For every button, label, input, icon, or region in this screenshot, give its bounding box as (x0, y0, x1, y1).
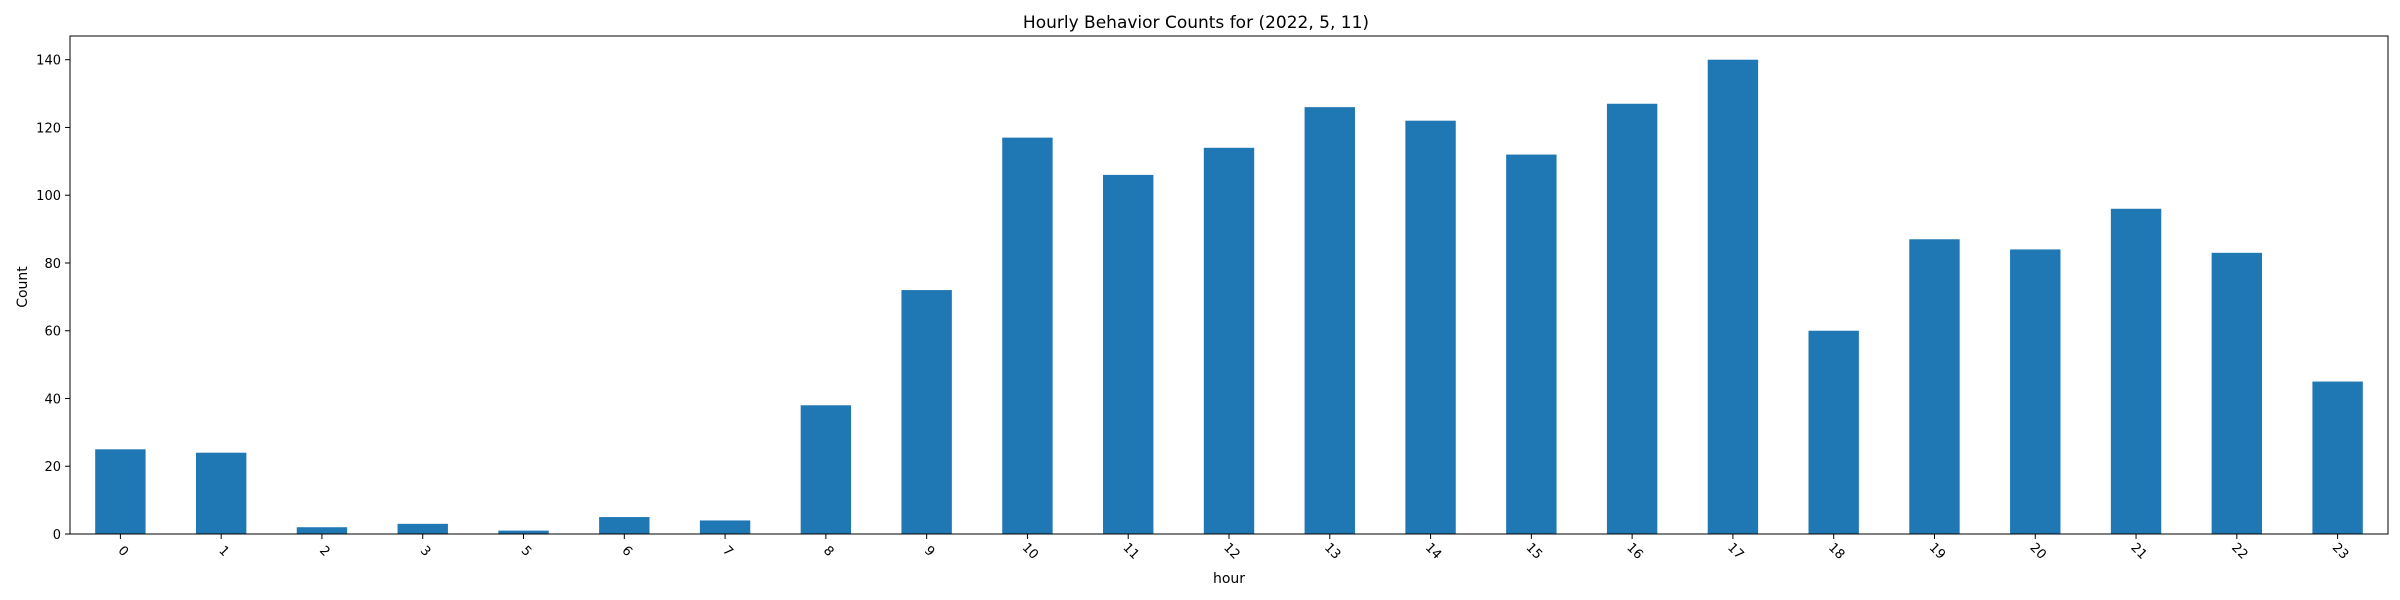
x-tick-label: 19 (1926, 540, 1948, 562)
x-tick-label: 6 (619, 543, 635, 559)
bar-hour-1 (195, 452, 247, 534)
x-tick-label: 0 (115, 543, 131, 559)
bars (95, 59, 2363, 535)
y-axis-label: Count (15, 266, 31, 308)
x-tick-label: 12 (1220, 540, 1242, 562)
bar-hour-13 (1304, 107, 1355, 535)
x-tick-label: 15 (1523, 540, 1545, 562)
bar-hour-11 (1103, 174, 1154, 535)
bar-hour-15 (1506, 154, 1557, 535)
bar-hour-12 (1203, 147, 1255, 535)
x-axis-ticks: 0 1 2 3 5 6 7 8 9 10 11 12 13 14 15 16 17 18 19 20 21 22 23 (115, 534, 2351, 563)
x-tick-label: 20 (2027, 540, 2049, 562)
bar-hour-3 (397, 523, 448, 534)
x-tick-label: 16 (1623, 540, 1645, 562)
x-tick-label: 7 (719, 543, 735, 559)
y-tick-label: 0 (53, 528, 61, 543)
bar-hour-20 (2010, 249, 2061, 534)
x-tick-label: 18 (1825, 540, 1847, 562)
chart-title: Hourly Behavior Counts for (2022, 5, 11) (1023, 13, 1369, 33)
x-tick-label: 13 (1321, 540, 1343, 562)
bar-hour-7 (699, 520, 751, 534)
x-tick-label: 2 (316, 543, 332, 559)
bar-hour-6 (599, 517, 650, 534)
x-tick-label: 11 (1120, 540, 1142, 562)
y-axis-ticks: 0 20 40 60 80 100 120 140 (36, 54, 70, 543)
x-tick-label: 3 (417, 543, 433, 559)
bar-hour-9 (901, 290, 952, 534)
y-tick-label: 120 (36, 121, 61, 136)
bar-hour-2 (296, 527, 348, 534)
x-axis-label: hour (1213, 571, 1245, 587)
x-tick-label: 8 (820, 543, 836, 559)
y-tick-label: 100 (36, 189, 61, 204)
y-tick-label: 140 (36, 54, 61, 69)
bar-hour-14 (1405, 120, 1456, 534)
bar-hour-10 (1002, 137, 1053, 534)
bar-hour-17 (1707, 59, 1759, 534)
bar-hour-18 (1808, 330, 1859, 534)
y-tick-label: 20 (44, 460, 61, 475)
x-tick-label: 17 (1724, 540, 1746, 562)
bar-hour-19 (1909, 239, 1960, 534)
plot-frame (69, 35, 2389, 535)
bar-hour-8 (800, 405, 852, 534)
x-tick-label: 14 (1422, 540, 1444, 562)
x-tick-label: 10 (1019, 540, 1041, 562)
x-tick-label: 5 (518, 543, 534, 559)
x-tick-label: 1 (215, 543, 231, 559)
y-tick-label: 80 (44, 257, 61, 272)
x-tick-label: 22 (2228, 540, 2250, 562)
bar-hour-23 (2312, 381, 2363, 534)
bar-hour-0 (95, 449, 146, 534)
x-tick-label: 21 (2127, 540, 2149, 562)
bar-hour-16 (1606, 103, 1658, 535)
bar-hour-22 (2211, 252, 2263, 534)
bar-hour-5 (498, 530, 549, 534)
bar-hour-21 (2110, 208, 2162, 534)
x-tick-label: 23 (2329, 540, 2351, 562)
x-tick-label: 9 (921, 543, 937, 559)
y-tick-label: 40 (44, 392, 61, 407)
y-tick-label: 60 (44, 325, 61, 340)
